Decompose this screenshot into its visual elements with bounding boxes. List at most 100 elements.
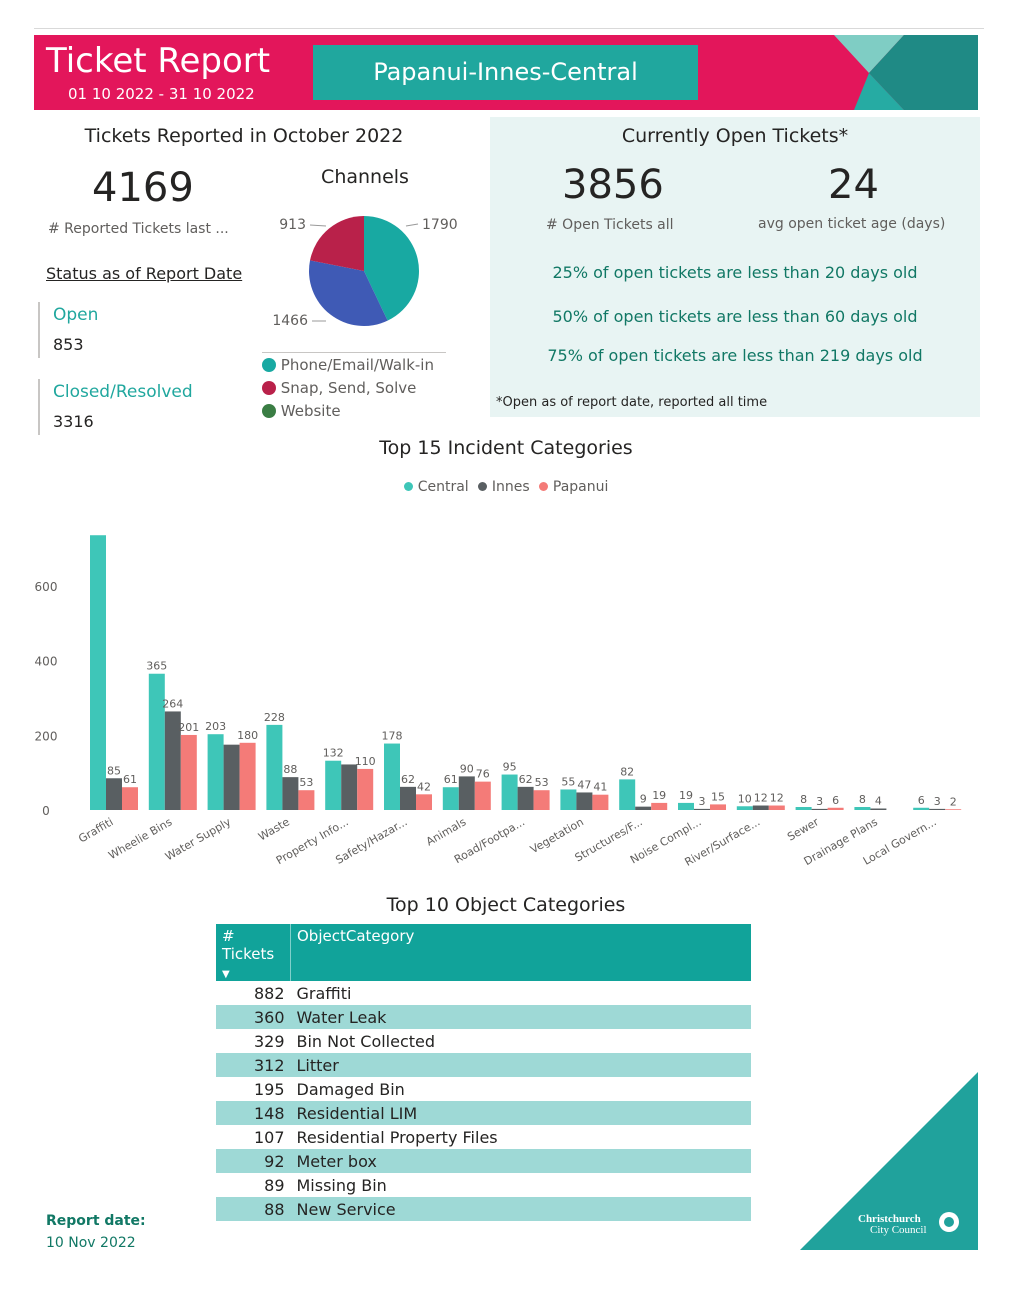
bar[interactable] (501, 774, 518, 810)
reported-heading: Tickets Reported in October 2022 (84, 125, 404, 147)
bar-value-label: 95 (503, 761, 517, 774)
bar[interactable] (651, 802, 668, 810)
bar[interactable] (325, 760, 342, 810)
bar[interactable] (384, 743, 400, 810)
x-tick-label: Sewer (785, 815, 821, 844)
bar[interactable] (576, 792, 593, 810)
bar-value-label: 61 (444, 773, 458, 786)
bar-value-label: 62 (519, 773, 533, 786)
bar[interactable] (474, 781, 491, 810)
table-row[interactable]: 195 Damaged Bin (216, 1077, 751, 1101)
bar-value-label: 201 (178, 721, 199, 734)
bar[interactable] (223, 744, 240, 810)
cell-count: 92 (216, 1149, 291, 1173)
status-heading: Status as of Report Date (46, 264, 243, 283)
pie-value-label: 1790 (422, 217, 458, 233)
bar[interactable] (710, 804, 726, 810)
pie-value-label: 913 (279, 217, 306, 233)
bar[interactable] (870, 808, 887, 810)
bar[interactable] (416, 794, 432, 810)
bar[interactable] (929, 808, 946, 810)
bar[interactable] (357, 768, 374, 810)
bar[interactable] (592, 794, 609, 810)
bar[interactable] (442, 787, 459, 810)
bar[interactable] (619, 779, 636, 810)
bar[interactable] (90, 535, 106, 810)
bar-value-label: 3 (816, 795, 823, 808)
bar-value-label: 55 (561, 775, 575, 788)
pie-slice[interactable] (364, 216, 419, 321)
cell-category: Missing Bin (296, 1175, 387, 1195)
cell-count: 360 (216, 1005, 291, 1029)
bar-value-label: 53 (535, 776, 549, 789)
bar[interactable] (635, 806, 652, 810)
bar[interactable] (517, 786, 534, 810)
open-age: 24 (828, 162, 879, 208)
bar[interactable] (533, 790, 550, 810)
area-name: Papanui-Innes-Central (313, 45, 698, 100)
bar-value-label: 228 (264, 711, 285, 724)
bar[interactable] (752, 805, 769, 810)
bar[interactable] (148, 673, 165, 810)
table-row[interactable]: 882 Graffiti (216, 981, 751, 1005)
p25-text: 25% of open tickets are less than 20 day… (552, 263, 918, 282)
bar[interactable] (736, 806, 753, 810)
table-row[interactable]: 88 New Service (216, 1197, 751, 1221)
bar-value-label: 85 (107, 764, 121, 777)
bar[interactable] (945, 809, 962, 810)
bar-value-label: 4 (875, 795, 882, 808)
cell-category: Bin Not Collected (296, 1031, 436, 1051)
bar-value-label: 180 (237, 729, 258, 742)
pie-leader-line (309, 224, 327, 227)
pie-slice[interactable] (309, 260, 388, 326)
bar[interactable] (106, 778, 122, 810)
pie-legend-item: Snap, Send, Solve (262, 379, 416, 397)
bar-legend: Central Innes Papanui (0, 476, 1012, 495)
legend-dot (262, 358, 276, 372)
cell-count: 882 (253, 983, 285, 1003)
bar[interactable] (341, 764, 358, 810)
col-header-count[interactable]: # Tickets ▼ (216, 924, 291, 981)
bar-value-label: 10 (738, 792, 752, 805)
bar[interactable] (678, 802, 694, 810)
table-row[interactable]: 107 Residential Property Files (216, 1125, 751, 1149)
bar[interactable] (122, 787, 138, 810)
bar[interactable] (694, 808, 710, 810)
bar[interactable] (164, 711, 181, 810)
bar[interactable] (400, 786, 416, 810)
bar[interactable] (560, 789, 577, 810)
y-tick-label: 200 (35, 729, 58, 743)
bar[interactable] (827, 807, 844, 810)
table-row[interactable]: 360 Water Leak (216, 1005, 751, 1029)
bar[interactable] (913, 807, 930, 810)
bar[interactable] (180, 734, 197, 810)
status-closed-bar (38, 379, 40, 435)
table-row[interactable]: 312 Litter (216, 1053, 751, 1077)
bar-value-label: 3 (699, 795, 706, 808)
bar[interactable] (795, 807, 812, 810)
bar[interactable] (458, 776, 475, 810)
bar[interactable] (239, 742, 256, 810)
bar[interactable] (768, 805, 785, 810)
bar[interactable] (811, 808, 828, 810)
legend-label: Phone/Email/Walk-in (280, 356, 434, 374)
bar[interactable] (282, 777, 299, 810)
table-row[interactable]: 329 Bin Not Collected (216, 1029, 751, 1053)
pie-legend-divider (262, 352, 446, 353)
bar[interactable] (298, 790, 315, 810)
table-row[interactable]: 148 Residential LIM (216, 1101, 751, 1125)
status-open-value: 853 (53, 335, 84, 354)
legend-dot (262, 404, 276, 418)
bar[interactable] (266, 724, 283, 810)
bar-value-label: 6 (918, 794, 925, 807)
cell-category: Litter (290, 1053, 751, 1077)
reported-count: 4169 (92, 165, 194, 211)
cell-category: Residential Property Files (296, 1127, 498, 1147)
bar[interactable] (207, 734, 224, 810)
bar[interactable] (854, 807, 871, 810)
table-row[interactable]: 92 Meter box (216, 1149, 751, 1173)
pie-slice[interactable] (310, 216, 364, 271)
table-row[interactable]: 89 Missing Bin (216, 1173, 751, 1197)
col-header-category[interactable]: ObjectCategory (290, 924, 751, 981)
p75-text: 75% of open tickets are less than 219 da… (547, 346, 923, 365)
